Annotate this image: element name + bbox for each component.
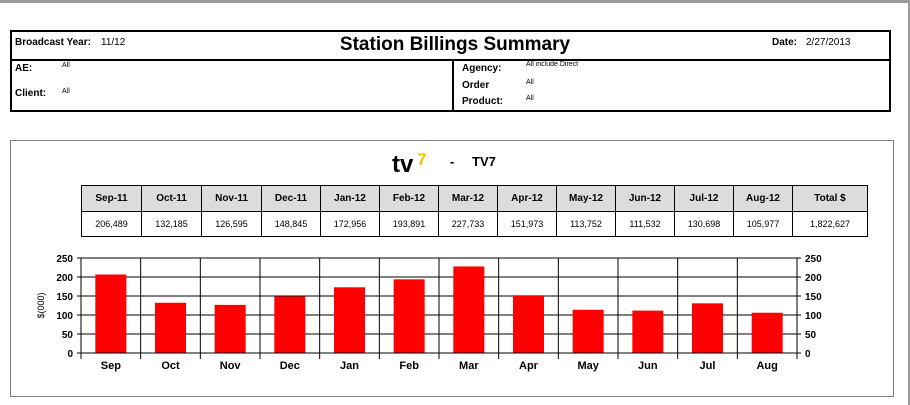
report-header-box [10, 30, 891, 112]
bar-may [572, 309, 604, 353]
table-value-cell: 151,973 [497, 211, 557, 237]
table-value-cell: 148,845 [261, 211, 321, 237]
broadcast-year-label: Broadcast Year: [15, 37, 91, 48]
x-category-label: Jul [700, 360, 716, 372]
table-value-cell: 126,595 [201, 211, 262, 237]
y-tick-label-right: 250 [805, 254, 822, 265]
table-values-row: 206,489 132,185 126,595 148,845 172,956 193,8… [81, 211, 868, 237]
table-header-cell: Aug-12 [733, 185, 793, 212]
station-dash: - [450, 154, 455, 169]
ae-value: All [62, 62, 70, 69]
y-tick-label-right: 150 [805, 292, 822, 303]
report-title: Station Billings Summary [339, 34, 571, 55]
monthly-billing-table: Sep-11 Oct-11 Nov-11 Dec-11 Jan-12 Feb-12 Mar-… [81, 185, 868, 237]
x-category-label: Oct [161, 360, 180, 372]
y-tick-label-right: 50 [805, 330, 817, 341]
billings-bar-chart: 0 0 50 50 100 100 150 150 200 200 250 250 Sep Oct Nov D… [36, 254, 822, 372]
x-category-label: May [577, 360, 599, 372]
table-value-cell: 105,977 [733, 211, 793, 237]
x-category-label: Dec [280, 360, 300, 372]
table-header-cell: Dec-11 [261, 185, 321, 212]
table-value-cell: 193,891 [379, 211, 439, 237]
product-label: Product: [462, 96, 504, 107]
table-header-cell: Jan-12 [320, 185, 380, 212]
product-value: All [526, 95, 534, 102]
table-value-cell: 130,698 [674, 211, 734, 237]
order-label: Order [462, 80, 490, 91]
table-header-cell: Sep-11 [81, 185, 142, 212]
table-header-cell: Apr-12 [497, 185, 557, 212]
y-tick-label-left: 200 [56, 273, 73, 284]
bar-apr [513, 295, 544, 353]
y-tick-label-right: 200 [805, 273, 822, 284]
date-value: 2/27/2013 [806, 37, 851, 48]
station-logo-mark: 7 [417, 150, 426, 169]
x-category-label: Mar [459, 360, 479, 372]
table-value-cell: 227,733 [438, 211, 498, 237]
table-header-cell: Jul-12 [674, 185, 734, 212]
x-category-label: Jan [340, 360, 359, 372]
client-label: Client: [15, 88, 47, 99]
bar-nov [214, 304, 246, 353]
agency-label: Agency: [462, 63, 502, 74]
table-header-cell: Feb-12 [379, 185, 439, 212]
table-header-cell: Total $ [792, 185, 868, 212]
table-value-cell: 1,822,627 [792, 211, 868, 237]
window-right-edge [908, 0, 910, 405]
date-label: Date: [772, 37, 798, 48]
y-tick-label-right: 0 [805, 349, 811, 360]
header-vertical-divider [452, 60, 454, 112]
table-value-cell: 132,185 [141, 211, 202, 237]
station-logo: tv 7 [392, 150, 426, 176]
chart-panel [10, 140, 894, 397]
bar-jan [334, 287, 365, 353]
table-value-cell: 172,956 [320, 211, 380, 237]
window-top-edge [0, 0, 910, 3]
station-name: TV7 [472, 154, 496, 169]
bar-jun [632, 310, 664, 353]
bar-dec [274, 296, 306, 353]
x-category-label: Jun [638, 360, 658, 372]
header-divider [10, 59, 891, 61]
bar-oct [155, 302, 186, 353]
table-value-cell: 111,532 [615, 211, 675, 237]
table-header-cell: May-12 [556, 185, 616, 212]
y-tick-label-left: 50 [62, 330, 74, 341]
x-category-label: Sep [101, 360, 121, 372]
bar-sep [95, 274, 127, 353]
order-value: All [526, 79, 534, 86]
bar-aug [751, 312, 783, 353]
y-tick-label-left: 250 [56, 254, 73, 265]
station-logo-text: tv [392, 151, 414, 176]
bar-feb [393, 279, 425, 353]
y-axis-title: $(000) [36, 292, 46, 318]
table-header-row: Sep-11 Oct-11 Nov-11 Dec-11 Jan-12 Feb-12 Mar-… [81, 185, 868, 212]
table-header-cell: Jun-12 [615, 185, 675, 212]
x-category-label: Nov [220, 360, 242, 372]
table-header-cell: Mar-12 [438, 185, 498, 212]
y-tick-label-right: 100 [805, 311, 822, 322]
table-header-cell: Oct-11 [141, 185, 202, 212]
y-tick-label-left: 0 [67, 349, 73, 360]
table-value-cell: 113,752 [556, 211, 616, 237]
broadcast-year-value: 11/12 [101, 37, 126, 48]
x-category-label: Apr [519, 360, 539, 372]
table-value-cell: 206,489 [81, 211, 142, 237]
ae-label: AE: [15, 63, 33, 74]
agency-value: All include Direct [526, 61, 579, 68]
bar-mar [453, 266, 485, 353]
x-category-label: Aug [756, 360, 777, 372]
x-category-label: Feb [399, 360, 419, 372]
table-header-cell: Nov-11 [201, 185, 262, 212]
y-tick-label-left: 150 [56, 292, 73, 303]
client-value: All [62, 88, 70, 95]
y-tick-label-left: 100 [56, 311, 73, 322]
bar-jul [692, 303, 723, 353]
